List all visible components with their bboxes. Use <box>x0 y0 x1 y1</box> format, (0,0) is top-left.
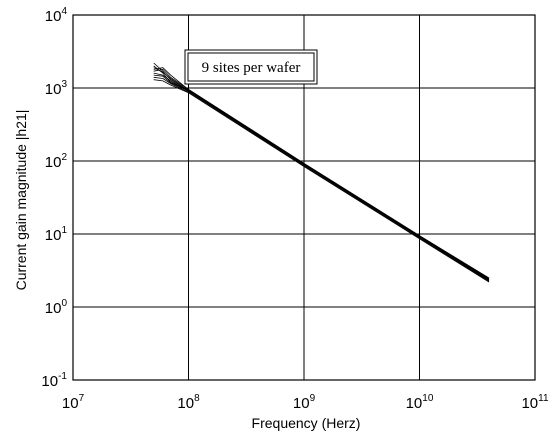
x-tick-label: 1011 <box>521 393 549 412</box>
y-tick-label: 102 <box>45 152 68 171</box>
series-layer <box>153 62 490 283</box>
y-tick-label: 100 <box>45 298 68 317</box>
y-tick-label: 10-1 <box>41 371 67 390</box>
series-line <box>153 76 490 282</box>
y-tick-label: 101 <box>45 225 68 244</box>
plot-area-frame <box>72 14 536 381</box>
x-axis-title: Frequency (Herz) <box>252 415 361 431</box>
y-tick-labels: 10-1 100 101 102 103 104 <box>41 6 67 390</box>
x-tick-labels: 107 108 109 1010 1011 <box>62 393 549 412</box>
annotation-text: 9 sites per wafer <box>202 60 301 76</box>
y-axis-title: Current gain magnitude |h21| <box>13 110 29 291</box>
x-tick-label: 108 <box>177 393 200 412</box>
x-tick-label: 107 <box>62 393 85 412</box>
x-tick-label: 109 <box>293 393 316 412</box>
annotation-box: 9 sites per wafer <box>184 49 318 85</box>
y-tick-label: 104 <box>45 6 68 25</box>
y-tick-label: 103 <box>45 79 68 98</box>
series-line <box>153 67 490 280</box>
series-line <box>153 79 490 283</box>
x-tick-label: 1010 <box>406 393 434 412</box>
series-line <box>153 69 490 279</box>
series-line <box>153 65 490 279</box>
